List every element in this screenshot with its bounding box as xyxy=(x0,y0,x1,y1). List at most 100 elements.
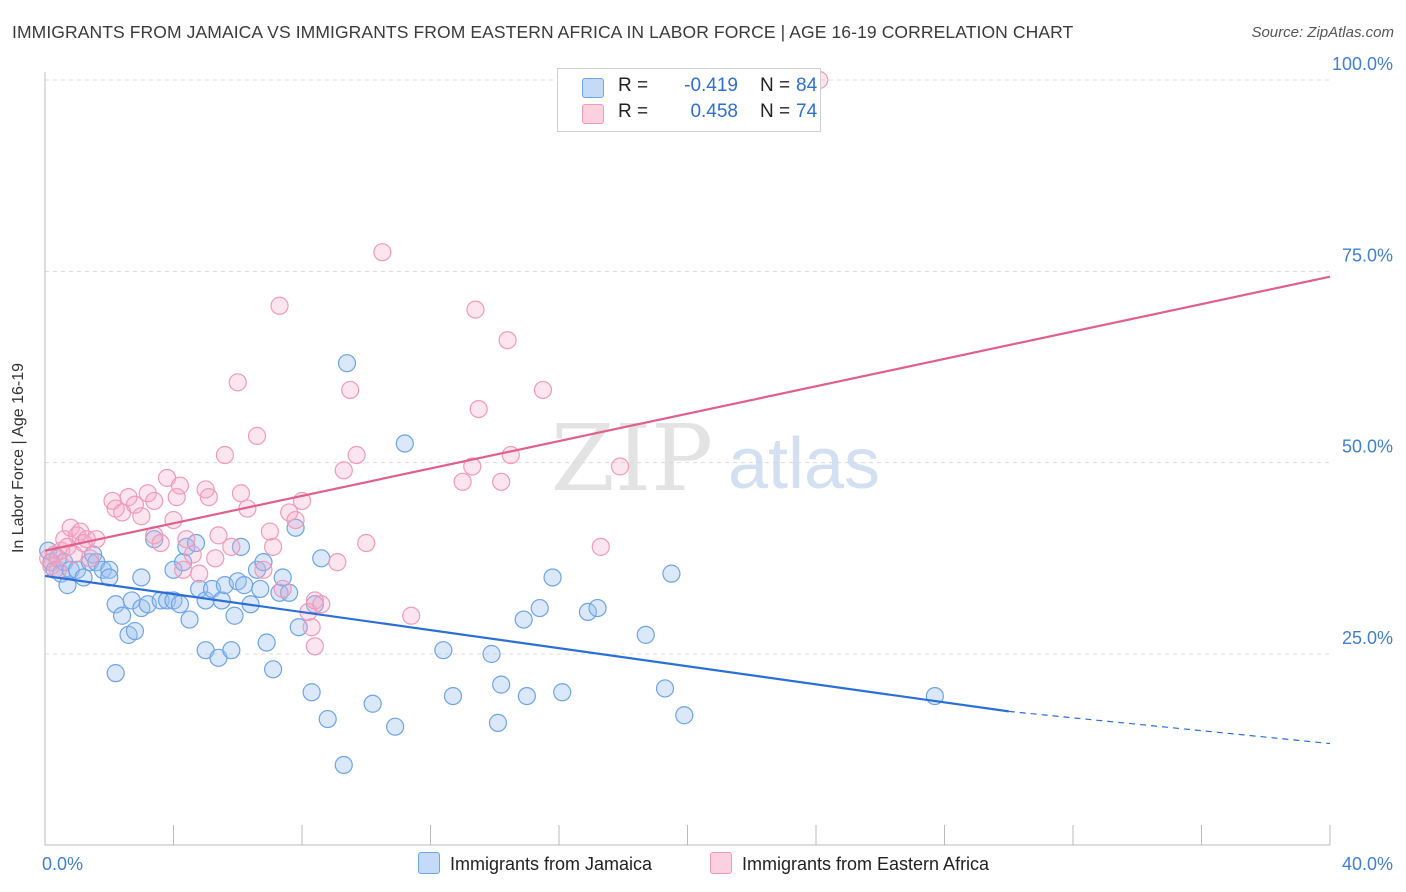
point-jamaica xyxy=(517,686,536,706)
correlation-legend: R = -0.419 N = 84 R = 0.458 N = 74 xyxy=(557,68,821,132)
point-jamaica xyxy=(395,434,414,453)
point-jamaica xyxy=(74,568,93,587)
point-jamaica xyxy=(655,679,675,698)
point-jamaica xyxy=(514,610,533,629)
point-jamaica xyxy=(675,706,694,725)
bottom-legend-label-eastern-africa: Immigrants from Eastern Africa xyxy=(742,854,990,874)
bottom-legend-jamaica: Immigrants from Jamaica xyxy=(418,852,652,875)
grid-lines xyxy=(45,79,1330,655)
point-eastern-africa xyxy=(334,461,353,480)
point-jamaica xyxy=(164,560,183,579)
point-jamaica xyxy=(578,602,598,622)
point-eastern-africa xyxy=(357,533,376,553)
point-jamaica xyxy=(263,660,283,679)
point-eastern-africa xyxy=(151,533,170,553)
point-jamaica xyxy=(337,354,357,373)
point-eastern-africa xyxy=(177,530,196,549)
x-tick-label-min: 0.0% xyxy=(42,854,83,874)
point-jamaica xyxy=(251,579,270,599)
point-jamaica xyxy=(225,606,244,625)
point-jamaica xyxy=(434,641,453,660)
point-eastern-africa xyxy=(170,476,190,495)
point-jamaica xyxy=(186,533,206,553)
legend-n-value-eastern-africa: 74 xyxy=(796,101,818,122)
y-tick-label: 50.0% xyxy=(1342,437,1393,457)
point-jamaica xyxy=(286,518,305,537)
point-jamaica xyxy=(254,553,273,572)
point-jamaica xyxy=(488,713,508,732)
point-jamaica xyxy=(312,549,331,568)
point-jamaica xyxy=(662,564,681,583)
x-tick-label-max: 40.0% xyxy=(1342,854,1393,874)
point-eastern-africa xyxy=(463,457,482,476)
point-eastern-africa xyxy=(373,243,392,262)
bottom-legend-eastern-africa: Immigrants from Eastern Africa xyxy=(710,852,989,875)
point-jamaica xyxy=(125,621,145,641)
point-eastern-africa xyxy=(209,526,228,545)
point-jamaica xyxy=(231,537,251,556)
point-eastern-africa xyxy=(145,491,164,511)
point-jamaica xyxy=(588,598,607,618)
point-eastern-africa xyxy=(466,300,485,319)
point-eastern-africa xyxy=(286,510,305,530)
legend-n-label: N = xyxy=(760,101,791,122)
legend-n-value-jamaica: 84 xyxy=(796,75,818,96)
point-jamaica xyxy=(235,576,254,595)
point-jamaica xyxy=(58,576,77,595)
watermark-zip: ZIP xyxy=(551,405,713,512)
point-jamaica xyxy=(363,694,382,713)
point-eastern-africa xyxy=(231,484,251,503)
point-jamaica xyxy=(132,568,151,587)
point-eastern-africa xyxy=(206,549,225,568)
point-jamaica xyxy=(170,595,190,614)
point-eastern-africa xyxy=(164,510,183,530)
point-jamaica xyxy=(318,709,337,729)
watermark-atlas: atlas xyxy=(728,424,880,504)
point-eastern-africa xyxy=(312,595,331,614)
point-eastern-africa xyxy=(228,373,247,392)
point-jamaica xyxy=(543,568,562,587)
legend-swatch-eastern-africa xyxy=(582,104,604,124)
y-tick-label: 75.0% xyxy=(1342,245,1393,265)
y-tick-labels: 25.0% 50.0% 75.0% 100.0% xyxy=(1332,54,1393,648)
x-tick-labels: 0.0% 40.0% xyxy=(42,854,1393,874)
point-jamaica xyxy=(530,598,549,618)
axes xyxy=(44,72,1331,846)
point-eastern-africa xyxy=(273,579,292,599)
legend-r-label: R = xyxy=(618,101,649,122)
point-eastern-africa xyxy=(305,637,324,656)
point-jamaica xyxy=(174,553,193,572)
point-eastern-africa xyxy=(190,564,209,583)
point-jamaica xyxy=(553,683,572,702)
point-eastern-africa xyxy=(270,296,289,315)
point-eastern-africa xyxy=(533,380,553,400)
trend-line-eastern-africa xyxy=(44,275,1331,552)
point-jamaica xyxy=(482,644,501,664)
legend-r-value-jamaica: -0.419 xyxy=(684,75,738,96)
point-eastern-africa xyxy=(254,560,273,579)
point-jamaica xyxy=(334,755,353,775)
y-tick-label: 100.0% xyxy=(1332,54,1393,74)
point-jamaica xyxy=(302,683,321,702)
point-jamaica xyxy=(492,675,511,694)
point-eastern-africa xyxy=(174,560,193,579)
y-axis-label: In Labor Force | Age 16-19 xyxy=(10,362,27,554)
bottom-legend-label-jamaica: Immigrants from Jamaica xyxy=(450,854,653,874)
point-eastern-africa xyxy=(453,472,472,491)
point-jamaica xyxy=(289,618,308,637)
bottom-legend-swatch-eastern-africa xyxy=(710,852,732,874)
trend-line-jamaica-extension xyxy=(1008,710,1331,745)
point-eastern-africa xyxy=(492,472,511,491)
point-jamaica xyxy=(386,717,405,736)
series-jamaica xyxy=(39,354,944,775)
point-jamaica xyxy=(106,664,125,683)
bottom-legend-swatch-jamaica xyxy=(418,852,440,874)
y-tick-label: 25.0% xyxy=(1342,628,1393,648)
trend-line-jamaica xyxy=(44,574,1009,713)
point-jamaica xyxy=(112,606,132,625)
point-eastern-africa xyxy=(222,537,241,556)
point-jamaica xyxy=(636,625,655,644)
point-eastern-africa xyxy=(125,495,145,514)
point-eastern-africa xyxy=(302,618,321,637)
